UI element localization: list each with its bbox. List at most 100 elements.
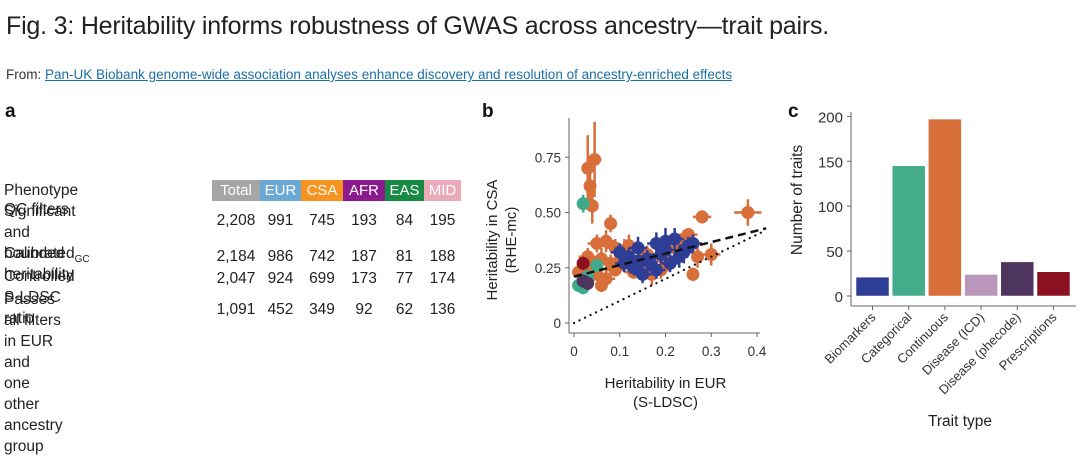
table-cell-total: 2,184: [216, 248, 256, 265]
data-point-disease-phecode-: [581, 276, 595, 290]
column-header-total: Total: [212, 180, 260, 201]
heritability-scatter-plot: 0 0.25 0.50 0.75 0 0.1 0.2 0.3 0.4 Heritability i…: [484, 118, 768, 411]
data-point-biomarkers: [665, 227, 684, 251]
table-cell-afr: 187: [351, 248, 377, 265]
data-point-biomarkers: [660, 254, 680, 273]
row-label: CalibratedGC: [4, 244, 90, 269]
point-marker: [686, 267, 700, 281]
column-header-csa: CSA: [301, 180, 343, 201]
data-point-prescriptions: [576, 256, 590, 270]
table-cell-eur: 991: [267, 212, 294, 229]
point-marker: [613, 245, 627, 259]
y-tick-label: 50: [826, 244, 843, 261]
row-label: Passes all filters in EUR and one other a…: [4, 291, 63, 455]
y-tick-label: 150: [818, 154, 843, 171]
panel-label-b: b: [482, 101, 494, 122]
point-marker: [594, 278, 608, 292]
x-tick-label: 0.1: [610, 344, 629, 359]
bar-biomarkers: [855, 276, 890, 297]
point-marker: [695, 210, 709, 224]
data-point-continuous: [702, 243, 721, 266]
table-cell-mid: 174: [429, 270, 456, 287]
table-cell-eas: 62: [395, 301, 414, 318]
table-cell-csa: 742: [309, 248, 335, 265]
y-tick-label: 0: [553, 316, 561, 331]
y-tick-label: 100: [818, 199, 843, 216]
panel-label-c: c: [788, 101, 799, 122]
point-marker: [576, 256, 590, 270]
table-cell-eur: 986: [267, 248, 294, 265]
identity-reference-line: [572, 229, 768, 325]
y-tick-label: 0.25: [535, 261, 561, 276]
panel-label-a: a: [5, 101, 16, 122]
table-title-row: Phenotype QC filters: [4, 182, 79, 218]
y-tick-label: 200: [818, 109, 843, 126]
bar-categorical: [891, 165, 926, 297]
row-label: Controlled S-LDSC ratio: [4, 268, 75, 327]
source-line: From: Pan-UK Biobank genome-wide associa…: [6, 67, 732, 82]
table-cell-csa: 745: [309, 212, 335, 229]
data-point-biomarkers: [633, 265, 652, 284]
table-cell-csa: 699: [309, 270, 335, 287]
x-axis-label: Trait type: [928, 413, 992, 430]
table-cell-mid: 188: [429, 248, 456, 265]
table-cell-total: 1,091: [216, 301, 256, 318]
y-tick-label: 0.75: [535, 150, 561, 165]
table-cell-afr: 92: [355, 301, 373, 318]
bar-continuous: [928, 118, 962, 297]
point-marker: [588, 152, 602, 166]
point-marker: [636, 267, 650, 281]
point-marker: [668, 232, 682, 246]
bar-prescriptions: [1036, 271, 1071, 297]
column-header-mid: MID: [424, 180, 461, 201]
source-article-link[interactable]: Pan-UK Biobank genome-wide association a…: [45, 67, 733, 82]
row-label-subscript: GC: [74, 254, 90, 266]
data-point-biomarkers: [674, 241, 693, 264]
data-point-continuous: [594, 278, 608, 293]
column-header-eur: EUR: [260, 180, 301, 201]
point-marker: [576, 197, 590, 211]
table-cell-eas: 81: [395, 248, 414, 265]
fit-reference-line: [573, 227, 767, 278]
x-tick-label: 0.2: [656, 344, 675, 359]
y-axis-label: Heritability in CSA: [484, 180, 501, 301]
figure-title: Fig. 3: Heritability informs robustness …: [6, 12, 830, 40]
bar-disease-icd: [964, 274, 998, 297]
table-cell-total: 2,208: [216, 212, 256, 229]
data-point-continuous: [604, 214, 618, 233]
table-cell-eas: 84: [395, 212, 414, 229]
data-point-continuous: [686, 267, 700, 282]
x-tick-label: 0.4: [748, 344, 767, 359]
x-tick-label: 0.3: [702, 344, 721, 359]
y-axis-label: Number of traits: [789, 145, 806, 256]
data-point-continuous: [691, 245, 705, 268]
point-marker: [599, 234, 613, 248]
point-marker: [741, 206, 755, 219]
table-cell-csa: 349: [309, 301, 335, 318]
table-cell-mid: 136: [429, 301, 456, 318]
point-marker: [583, 179, 597, 193]
y-tick-label: 0.50: [535, 206, 561, 221]
point-marker: [604, 217, 618, 231]
table-cell-mid: 195: [429, 212, 456, 229]
point-marker: [663, 256, 677, 270]
point-marker: [691, 250, 705, 264]
row-label-main: Calibrated: [4, 245, 75, 262]
data-point-biomarkers: [610, 243, 629, 262]
y-tick-label: 0: [835, 289, 843, 306]
x-tick-label: 0: [570, 344, 578, 359]
point-marker: [631, 241, 645, 255]
table-cell-eur: 924: [267, 270, 294, 287]
y-axis-label: (RHE-mc): [503, 207, 520, 274]
table-cell-afr: 193: [351, 212, 377, 229]
table-cell-eas: 77: [395, 270, 414, 287]
data-point-biomarkers: [647, 261, 666, 279]
point-marker: [649, 263, 663, 277]
column-header-eas: EAS: [385, 180, 424, 201]
point-marker: [581, 276, 595, 290]
row-label: Significant and bounded heritability: [4, 203, 76, 283]
from-label: From:: [6, 67, 42, 82]
point-marker: [704, 247, 718, 261]
column-header-afr: AFR: [343, 180, 385, 201]
